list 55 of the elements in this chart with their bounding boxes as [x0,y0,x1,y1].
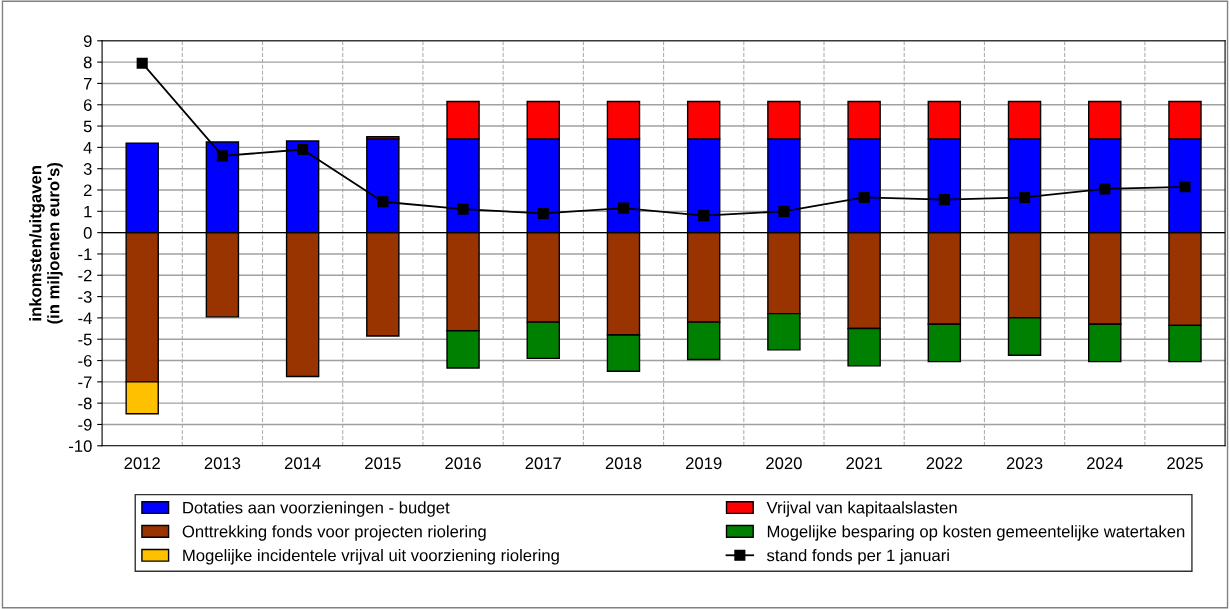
point [858,191,870,204]
legend-label: Dotaties aan voorzieningen - budget [183,501,450,517]
y-tick-label: 3 [83,163,92,175]
x-tick-label: 2012 [124,457,160,470]
y-tick-label: -1 [78,248,92,260]
point [1179,181,1191,193]
legend-label: Mogelijke besparing op kosten gemeentelijke watertaken [767,525,1185,541]
y-tick-label: 9 [83,35,92,48]
point [617,202,630,214]
y-axis-title: inkomsten/uitgaven (in miljoenen euro's) [29,162,63,324]
y-tick-label: -3 [78,290,92,303]
point [136,57,148,69]
y-tick-label: -8 [78,397,92,410]
legend-label: Onttrekking fonds voor projecten riolering [182,525,486,541]
x-tick-label: 2021 [846,457,882,470]
x-tick-label: 2018 [605,457,642,470]
y-tick-label: 7 [83,78,92,90]
point [216,150,228,162]
legend-label: Mogelijke incidentele vrijval uit voorziening riolering [183,549,559,565]
x-tick-label: 2015 [365,457,401,470]
point [537,207,549,220]
y-tick-label: 8 [83,56,92,69]
point [1018,191,1031,204]
y-tick-label: -9 [78,418,92,431]
x-tick-label: 2022 [926,457,963,470]
x-tick-label: 2025 [1167,457,1203,470]
point [778,205,790,217]
x-tick-label: 2013 [204,457,241,470]
y-tick-label: -5 [78,333,92,346]
legend-label: stand fonds per 1 januari [766,549,949,565]
point [938,194,950,206]
point [1099,183,1111,195]
y-tick-label: 4 [83,141,92,154]
x-tick-label: 2016 [445,457,481,470]
x-tick-label: 2019 [685,457,722,470]
y-tick-label: 0 [83,227,92,239]
point [377,196,389,208]
y-tick-label: -4 [78,312,92,324]
y-tick-label: -10 [69,440,92,452]
point [297,143,309,156]
x-tick-label: 2023 [1006,457,1043,470]
y-tick-label: 2 [83,184,92,197]
x-tick-label: 2020 [766,457,802,470]
x-tick-label: 2014 [284,457,321,470]
y-tick-label: 5 [83,120,92,133]
x-tick-label: 2017 [525,457,561,470]
legend-label: Vrijval van kapitaalslasten [766,501,957,517]
y-tick-label: -2 [78,269,92,282]
y-tick-label: 1 [84,205,92,218]
y-tick-label: -7 [78,376,92,388]
point [698,210,710,222]
point [457,203,469,215]
y-tick-label: -6 [78,354,92,367]
y-tick-label: 6 [83,99,92,111]
x-tick-label: 2024 [1087,457,1123,470]
